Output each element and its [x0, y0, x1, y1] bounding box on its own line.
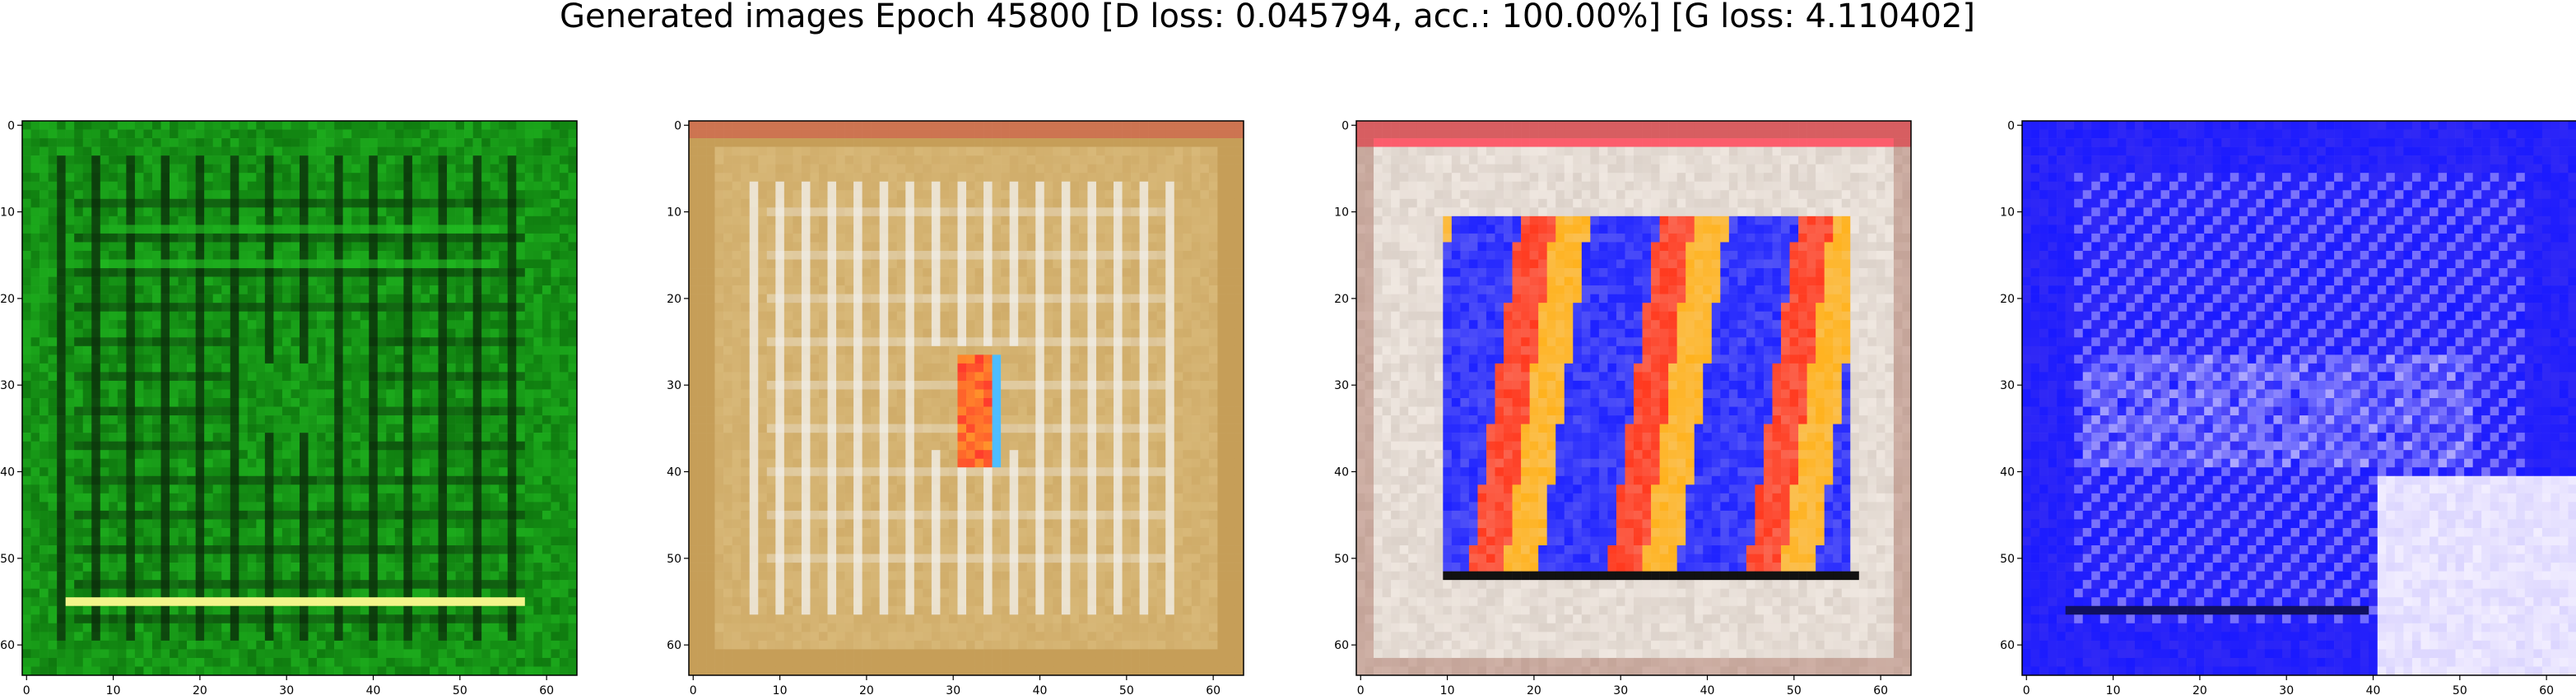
x-tick-label: 30	[946, 684, 960, 695]
y-tick-label: 10	[1334, 206, 1349, 220]
y-tick-label: 10	[667, 206, 681, 220]
y-tick-label: 30	[2000, 379, 2015, 392]
generated-image-panel-2: 0 10 20 30 40 50 60 0 10 20 30 40 50 60	[667, 119, 1244, 695]
x-tick-label: 40	[2366, 684, 2381, 695]
generated-image-panel-1: 0 10 20 30 40 50 60 0 10 20 30 40 50 60	[0, 119, 577, 695]
y-tick-label: 40	[0, 466, 15, 480]
y-tick-label: 30	[0, 379, 15, 392]
y-tick-label: 50	[667, 553, 681, 566]
x-tick-label: 10	[2106, 684, 2121, 695]
x-tick-label: 40	[1700, 684, 1715, 695]
x-tick-label: 60	[539, 684, 554, 695]
x-tick-label: 20	[1527, 684, 1541, 695]
generated-image-2	[689, 121, 1244, 675]
y-tick-label: 50	[1334, 553, 1349, 566]
y-tick-label: 50	[0, 553, 15, 566]
generated-image-panel-4: 0 10 20 30 40 50 60 0 10 20 30 40 50 60	[2000, 119, 2576, 695]
generated-image-1	[22, 121, 577, 675]
x-tick-label: 0	[690, 684, 697, 695]
x-tick-label: 50	[1119, 684, 1134, 695]
x-tick-label: 0	[1357, 684, 1365, 695]
x-tick-label: 60	[1873, 684, 1888, 695]
x-tick-label: 20	[859, 684, 874, 695]
x-tick-label: 30	[1613, 684, 1628, 695]
y-tick-label: 20	[0, 293, 15, 306]
y-tick-label: 40	[1334, 466, 1349, 480]
x-tick-label: 0	[23, 684, 30, 695]
y-tick-label: 40	[2000, 466, 2015, 480]
generated-image-panel-3: 0 10 20 30 40 50 60 0 10 20 30 40 50 60	[1334, 119, 1911, 695]
y-tick-label: 30	[1334, 379, 1349, 392]
x-tick-label: 20	[193, 684, 207, 695]
y-tick-label: 0	[2007, 119, 2015, 132]
x-tick-label: 40	[1033, 684, 1048, 695]
x-tick-label: 50	[2453, 684, 2467, 695]
generated-image-4	[2022, 121, 2576, 675]
y-tick-label: 30	[667, 379, 681, 392]
y-tick-label: 20	[2000, 293, 2015, 306]
y-tick-label: 0	[7, 119, 15, 132]
y-tick-label: 60	[1334, 639, 1349, 652]
x-tick-label: 30	[2279, 684, 2294, 695]
x-tick-label: 10	[1440, 684, 1455, 695]
y-tick-label: 40	[667, 466, 681, 480]
x-tick-label: 50	[453, 684, 467, 695]
x-tick-label: 60	[2539, 684, 2554, 695]
x-tick-label: 50	[1787, 684, 1802, 695]
x-tick-label: 10	[106, 684, 121, 695]
y-tick-label: 10	[0, 206, 15, 220]
x-tick-label: 10	[773, 684, 788, 695]
y-tick-label: 60	[2000, 639, 2015, 652]
x-tick-label: 40	[366, 684, 381, 695]
generated-image-3	[1356, 121, 1911, 675]
x-tick-label: 60	[1206, 684, 1221, 695]
y-tick-label: 0	[674, 119, 681, 132]
x-tick-label: 30	[279, 684, 294, 695]
y-tick-label: 20	[667, 293, 681, 306]
y-tick-label: 50	[2000, 553, 2015, 566]
y-tick-label: 10	[2000, 206, 2015, 220]
y-tick-label: 20	[1334, 293, 1349, 306]
y-tick-label: 60	[0, 639, 15, 652]
x-tick-label: 0	[2023, 684, 2030, 695]
y-tick-label: 0	[1341, 119, 1349, 132]
x-tick-label: 20	[2192, 684, 2207, 695]
y-tick-label: 60	[667, 639, 681, 652]
